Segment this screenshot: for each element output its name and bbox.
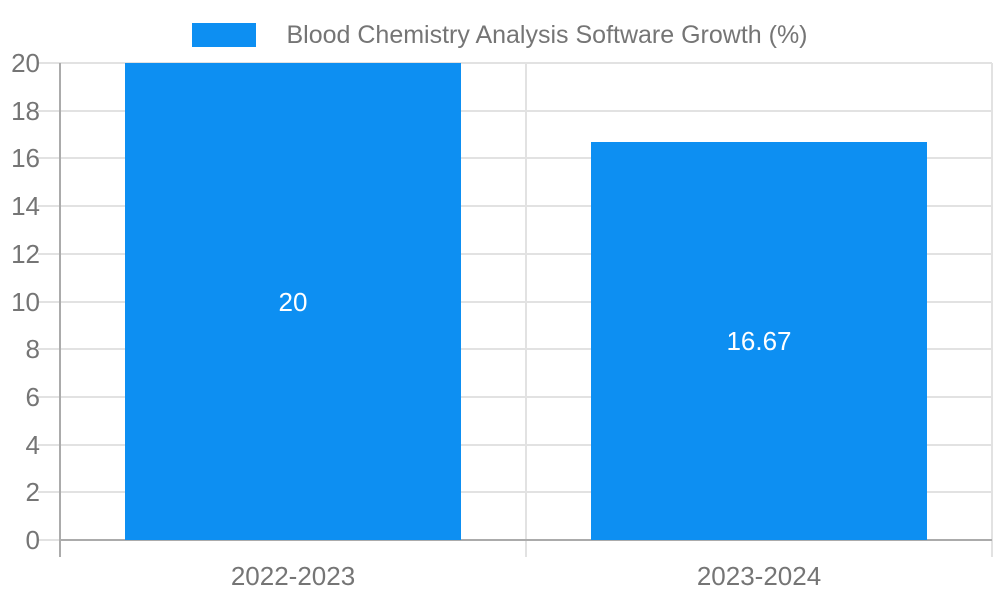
y-tick-label: 14 xyxy=(11,191,40,222)
category-gridline xyxy=(991,63,993,557)
legend: Blood Chemistry Analysis Software Growth… xyxy=(0,22,1000,48)
y-gridline xyxy=(38,157,992,160)
y-gridline xyxy=(38,348,992,351)
x-axis-line xyxy=(60,539,992,541)
y-tick-label: 10 xyxy=(11,286,40,317)
legend-label: Blood Chemistry Analysis Software Growth… xyxy=(286,21,808,49)
bar-label: 20 xyxy=(278,286,308,317)
y-gridline xyxy=(38,443,992,446)
category-gridline xyxy=(525,63,527,557)
x-tick-label: 2022-2023 xyxy=(230,561,356,591)
y-axis-line xyxy=(59,63,61,557)
y-gridline xyxy=(38,205,992,208)
bar-label: 16.67 xyxy=(726,326,792,357)
y-gridline xyxy=(38,395,992,398)
y-tick-label: 12 xyxy=(11,238,40,269)
y-gridline xyxy=(38,491,992,494)
y-gridline xyxy=(38,300,992,303)
y-gridline xyxy=(38,252,992,255)
y-tick-label: 0 xyxy=(25,525,40,555)
bar xyxy=(591,142,927,540)
y-tick-label: 20 xyxy=(11,48,40,78)
bar xyxy=(125,63,461,540)
legend-swatch xyxy=(192,23,257,47)
y-tick-label: 6 xyxy=(25,381,40,412)
y-tick-label: 16 xyxy=(11,143,40,174)
x-tick-label: 2023-2024 xyxy=(696,561,822,591)
y-tick-label: 18 xyxy=(11,95,40,126)
y-tick-label: 2 xyxy=(25,477,40,508)
y-tick-label: 4 xyxy=(25,429,40,460)
y-gridline xyxy=(38,62,992,64)
y-gridline xyxy=(38,109,992,112)
y-tick-label: 8 xyxy=(25,334,40,365)
